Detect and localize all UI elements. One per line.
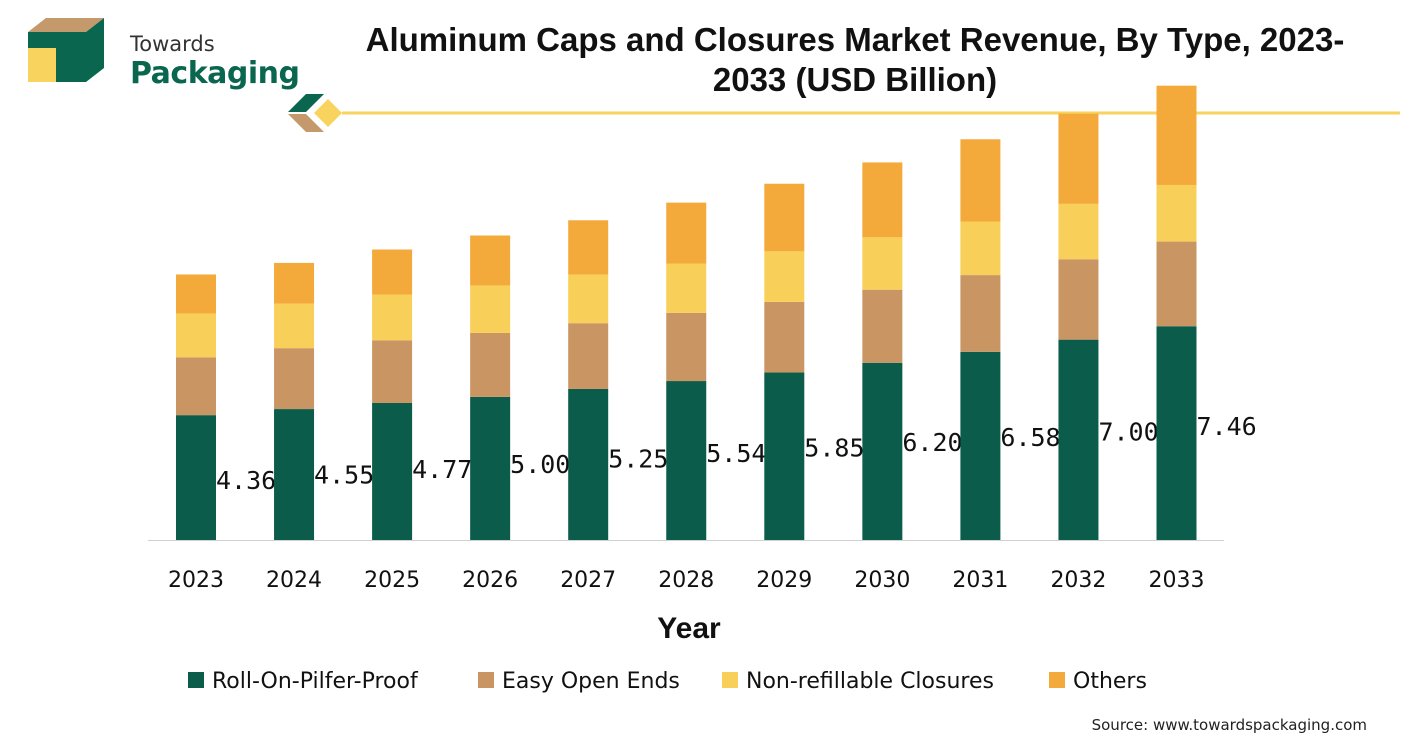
bar-segment-2026-0 — [470, 396, 511, 540]
bar-segment-2023-1 — [176, 357, 216, 416]
bar-segment-2032-0 — [1058, 339, 1099, 540]
bar-segment-2028-0 — [666, 381, 707, 540]
bar-segment-2029-1 — [764, 301, 805, 373]
brand-line-2: Packaging — [130, 56, 300, 91]
box-icon — [28, 18, 104, 82]
x-tick-label: 2029 — [756, 568, 812, 593]
legend-label: Easy Open Ends — [502, 669, 680, 694]
x-tick-label: 2032 — [1050, 568, 1106, 593]
legend-swatch — [188, 672, 204, 688]
data-label: 5.85 — [804, 434, 864, 463]
x-tick-label: 2031 — [952, 568, 1008, 593]
data-label: 6.20 — [902, 428, 962, 457]
x-tick-label: 2028 — [658, 568, 714, 593]
x-tick-label: 2024 — [266, 568, 322, 593]
bar-segment-2023-3 — [176, 274, 216, 314]
bar-segment-2028-2 — [666, 263, 707, 313]
bar-segment-2028-3 — [666, 202, 707, 264]
bar-segment-2033-0 — [1156, 326, 1197, 540]
x-tick-label: 2027 — [560, 568, 616, 593]
bar-segment-2026-2 — [470, 285, 511, 333]
bar-segment-2023-0 — [176, 415, 216, 540]
bar-segment-2032-3 — [1058, 113, 1099, 204]
bar-segment-2033-1 — [1156, 241, 1197, 327]
divider-diamond-tan — [288, 114, 324, 132]
chart-title: Aluminum Caps and Closures Market Revenu… — [365, 21, 1345, 98]
bar-segment-2029-3 — [764, 183, 805, 252]
bar-segment-2031-3 — [960, 139, 1001, 222]
data-label: 6.58 — [1000, 423, 1060, 452]
x-axis-title: Year — [657, 612, 721, 645]
data-label: 7.46 — [1197, 412, 1257, 441]
divider-diamond-yellow — [314, 99, 342, 127]
bar-segment-2024-3 — [274, 262, 315, 304]
brand-logo: Towards Packaging — [26, 14, 300, 91]
bar-segment-2031-2 — [960, 221, 1001, 276]
bar-segment-2029-0 — [764, 372, 805, 540]
bar-segment-2025-1 — [372, 340, 413, 403]
bar-segment-2025-2 — [372, 294, 413, 341]
legend-label: Roll-On-Pilfer-Proof — [212, 669, 419, 694]
source-note: Source: www.towardspackaging.com — [1091, 716, 1367, 734]
bar-segment-2032-1 — [1058, 259, 1099, 340]
data-label: 5.54 — [706, 439, 766, 468]
bar-segment-2027-0 — [568, 388, 609, 540]
legend-label: Others — [1073, 669, 1147, 694]
bar-segment-2028-1 — [666, 312, 707, 382]
x-tick-label: 2026 — [462, 568, 518, 593]
bar-segment-2026-3 — [470, 235, 511, 286]
data-label: 4.77 — [412, 455, 472, 484]
data-label: 5.25 — [608, 444, 668, 473]
bar-segment-2033-2 — [1156, 184, 1197, 242]
x-tick-label: 2025 — [364, 568, 420, 593]
legend-swatch — [722, 672, 738, 688]
bar-segment-2027-1 — [568, 323, 609, 389]
bar-segment-2024-2 — [274, 303, 315, 349]
divider-diamond-green — [288, 94, 324, 112]
bar-segment-2031-1 — [960, 275, 1001, 352]
bar-segment-2030-3 — [862, 162, 903, 238]
legend-swatch — [478, 672, 494, 688]
bar-segment-2027-3 — [568, 220, 609, 275]
bar-segment-2030-0 — [862, 362, 903, 540]
bar-segment-2032-2 — [1058, 203, 1099, 260]
data-label: 7.00 — [1098, 417, 1158, 446]
data-label: 4.36 — [216, 466, 276, 495]
bar-segment-2030-2 — [862, 237, 903, 290]
data-label: 4.55 — [314, 461, 374, 490]
bar-segment-2024-0 — [274, 409, 315, 540]
bar-segment-2030-1 — [862, 289, 903, 363]
title-divider — [288, 94, 1400, 132]
bar-segment-2029-2 — [764, 251, 805, 302]
legend-swatch — [1049, 672, 1065, 688]
bar-segment-2024-1 — [274, 348, 315, 410]
bar-segment-2027-2 — [568, 274, 609, 324]
bar-segment-2031-0 — [960, 351, 1001, 540]
bar-segment-2025-0 — [372, 402, 413, 540]
x-tick-label: 2023 — [168, 568, 224, 593]
bar-segment-2023-2 — [176, 313, 216, 358]
brand-line-1: Towards — [130, 32, 215, 56]
legend-label: Non-refillable Closures — [746, 669, 994, 694]
x-tick-label: 2030 — [854, 568, 910, 593]
bar-segment-2025-3 — [372, 249, 413, 295]
bar-segment-2033-3 — [1156, 85, 1197, 185]
bar-segment-2026-1 — [470, 332, 511, 397]
x-tick-label: 2033 — [1149, 568, 1205, 593]
data-label: 5.00 — [510, 450, 570, 479]
